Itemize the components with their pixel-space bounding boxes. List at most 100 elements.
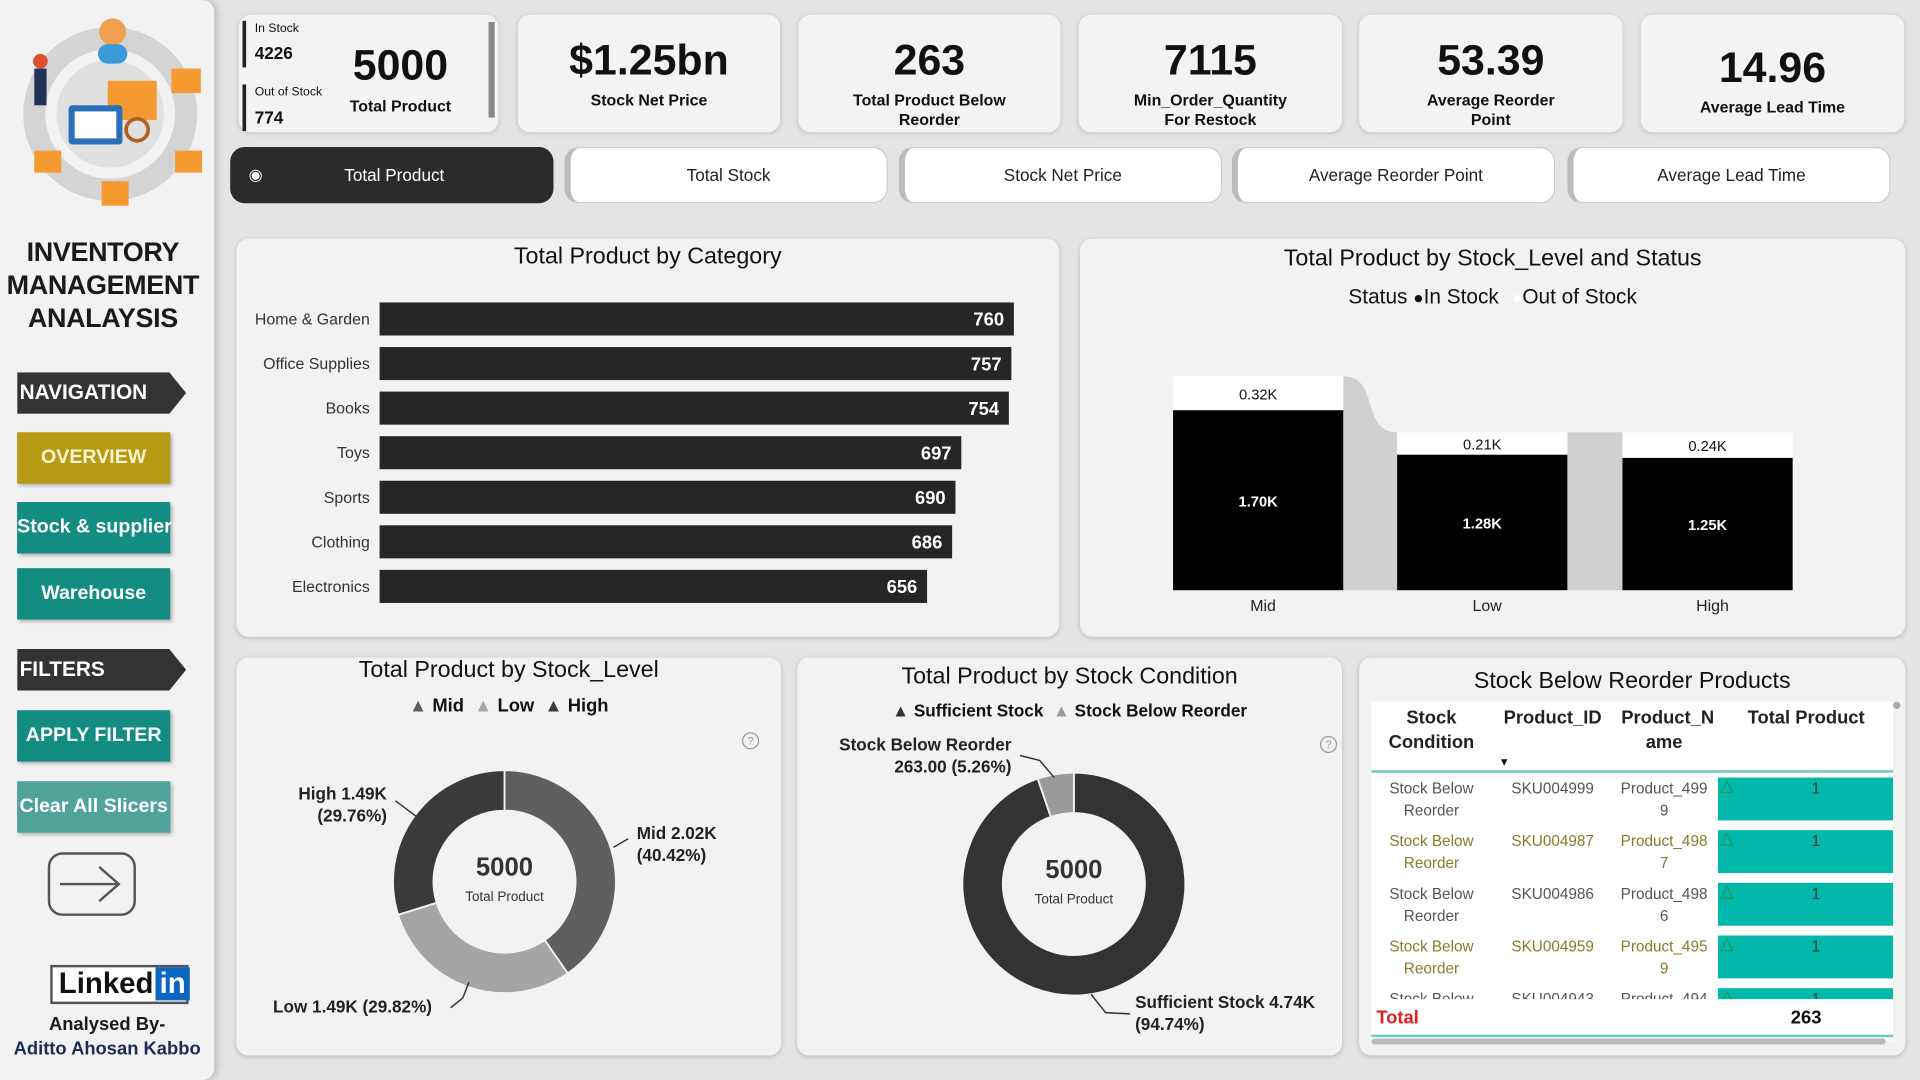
overview-button[interactable]: OVERVIEW xyxy=(17,432,171,484)
donut-slice[interactable] xyxy=(392,769,506,916)
category-bar-chart: Home & Garden 760 Office Supplies 757 Books 7… xyxy=(255,302,1014,603)
data-label: 656 xyxy=(887,576,918,597)
legend: ▲ Sufficient Stock ▲ Stock Below Reorder xyxy=(892,700,1248,721)
data-label: 0.24K xyxy=(1688,439,1727,455)
header-stock-condition[interactable]: Stock Condition xyxy=(1388,707,1475,754)
filters-header: FILTERS xyxy=(17,648,187,691)
header-total-product[interactable]: Total Product xyxy=(1747,707,1865,729)
triangle-icon: ▲ xyxy=(892,700,910,721)
bar[interactable] xyxy=(379,436,962,470)
kpi-value: 7115 xyxy=(1163,36,1257,85)
ribbon xyxy=(1567,432,1623,591)
app-title: INVENTORY MANAGEMENT ANALAYSIS xyxy=(6,236,200,334)
stacked-bar-chart: 1.70K 0.32K Mid 1.28K 0.21K Low 1.25K 0.24K High xyxy=(1173,376,1793,615)
legend-in-stock[interactable]: In Stock xyxy=(1423,285,1499,309)
bar-in-stock[interactable] xyxy=(1622,457,1793,591)
chart-title: Total Product by Stock_Level and Status xyxy=(1283,246,1702,272)
bar[interactable] xyxy=(379,391,1009,425)
donut-slice[interactable] xyxy=(961,771,1187,997)
axis-label: High xyxy=(1696,598,1729,615)
horizontal-scrollbar[interactable] xyxy=(1371,1038,1886,1045)
slice-label: Stock Below Reorder xyxy=(839,735,1012,755)
triangle-icon: ▲ xyxy=(544,695,563,717)
bar[interactable] xyxy=(379,525,953,559)
leader-line xyxy=(1019,754,1055,779)
ribbon xyxy=(1343,376,1398,591)
slice-pct: (94.74%) xyxy=(1135,1014,1205,1034)
help-icon[interactable]: ? xyxy=(1320,735,1338,754)
donut-slice[interactable] xyxy=(396,901,569,994)
table-row[interactable]: Stock Below Reorder SKU004986 Product_498 … xyxy=(1371,878,1894,931)
help-icon[interactable]: ? xyxy=(742,732,760,750)
apply-filter-button[interactable]: APPLY FILTER xyxy=(17,710,171,762)
chart-title: Total Product by Stock_Level xyxy=(358,657,659,684)
slice-pct: 263.00 (5.26%) xyxy=(894,757,1011,777)
table-title: Stock Below Reorder Products xyxy=(1473,668,1791,695)
stock-condition-donut: 5000 Total Product Sufficient Stock 4.74K(… xyxy=(839,735,1315,1034)
data-bar: △ 1 xyxy=(1717,880,1894,926)
table-row[interactable]: Stock Below Reorder SKU004999 Product_499 … xyxy=(1371,773,1894,826)
table-row[interactable]: Stock Below SKU004943 Product_494 △ 1 xyxy=(1371,983,1894,1000)
slice-label: Low 1.49K (29.82%) xyxy=(273,997,432,1017)
bar[interactable] xyxy=(379,347,1012,381)
table-row[interactable]: Stock Below Reorder SKU004959 Product_495 … xyxy=(1371,931,1894,984)
legend: Status ●In Stock ●Out of Stock xyxy=(1348,285,1637,309)
clear-all-slicers-button[interactable]: Clear All Slicers xyxy=(17,781,171,833)
tab-total-product[interactable]: ◉ Total Product xyxy=(230,146,554,204)
author-credit: Analysed By- Aditto Ahosan Kabbo xyxy=(13,1013,201,1060)
legend: ▲ Mid ▲ Low ▲ High xyxy=(409,695,609,717)
data-label: 760 xyxy=(973,309,1004,330)
kpi-value: $1.25bn xyxy=(569,36,729,85)
stock-supplier-button[interactable]: Stock & supplier xyxy=(17,502,172,554)
table-row[interactable]: Stock Below Reorder SKU004987 Product_498 … xyxy=(1371,825,1894,878)
bar-in-stock[interactable] xyxy=(1397,454,1568,591)
bar[interactable] xyxy=(379,569,928,603)
kpi-label: Stock Net Price xyxy=(590,90,708,109)
bar[interactable] xyxy=(379,480,956,514)
category-label: Clothing xyxy=(311,534,369,551)
category-label: Books xyxy=(326,401,370,418)
kpi-card: 263 Total Product Below Reorder xyxy=(798,14,1061,133)
slice-label: High 1.49K xyxy=(298,784,387,804)
header-product-name[interactable]: Product_N ame xyxy=(1621,707,1715,754)
slice-label: Sufficient Stock 4.74K xyxy=(1135,992,1315,1012)
radio-selected-icon: ◉ xyxy=(248,165,263,184)
donut-slice[interactable] xyxy=(503,769,617,975)
bar-out-of-stock[interactable] xyxy=(1397,432,1568,455)
header-product-id[interactable]: Product_ID xyxy=(1503,707,1602,729)
data-bar: △ 1 xyxy=(1717,986,1894,1000)
donut-slice[interactable] xyxy=(1036,771,1075,819)
next-page-button[interactable] xyxy=(47,852,136,916)
linkedin-link[interactable]: Linked in xyxy=(50,964,190,1005)
tab-stock-net-price[interactable]: Stock Net Price xyxy=(898,146,1223,204)
bar-out-of-stock[interactable] xyxy=(1173,376,1344,411)
data-label: 686 xyxy=(912,532,943,553)
bar[interactable] xyxy=(379,302,1014,336)
legend-out-of-stock[interactable]: Out of Stock xyxy=(1522,285,1637,309)
slice-pct: (29.76%) xyxy=(317,806,387,826)
kpi-label: Average Reorder Point xyxy=(1426,90,1555,129)
kpi-card: 53.39 Average Reorder Point xyxy=(1359,14,1623,133)
leader-line xyxy=(1090,993,1131,1015)
slice-label: Mid 2.02K xyxy=(637,823,718,843)
warehouse-button[interactable]: Warehouse xyxy=(17,568,171,620)
bar-in-stock[interactable] xyxy=(1173,410,1344,591)
tab-average-lead-time[interactable]: Average Lead Time xyxy=(1567,146,1891,204)
navigation-header: NAVIGATION xyxy=(17,372,187,414)
legend-dot-in-stock: ● xyxy=(1413,287,1424,308)
reorder-table: Stock Condition ▼ Product_ID Product_N a… xyxy=(1371,701,1894,1041)
center-label: Total Product xyxy=(1035,892,1114,907)
sort-desc-icon[interactable]: ▼ xyxy=(1498,755,1510,768)
axis-label: Low xyxy=(1473,598,1503,615)
vertical-scrollbar[interactable] xyxy=(1893,701,1901,709)
kpi-total-product: In Stock 4226 Out of Stock 774 5000 Tota… xyxy=(238,14,499,133)
tab-average-reorder-point[interactable]: Average Reorder Point xyxy=(1231,146,1556,204)
category-label: Office Supplies xyxy=(263,356,370,373)
data-bar: △ 1 xyxy=(1717,933,1894,979)
tab-total-stock[interactable]: Total Stock xyxy=(564,146,888,204)
bar-out-of-stock[interactable] xyxy=(1622,432,1793,458)
category-label: Sports xyxy=(324,490,370,507)
data-label: 1.70K xyxy=(1239,494,1279,510)
data-label: 1.28K xyxy=(1463,517,1503,533)
total-value: 263 xyxy=(1790,1007,1822,1029)
